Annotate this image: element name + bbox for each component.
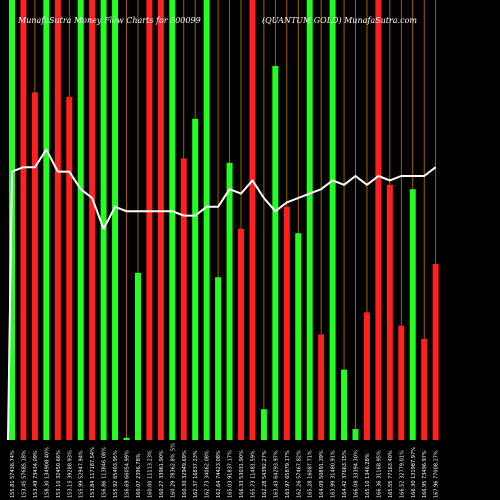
x-tick-labels: 155.81 57436.74% 153.45 57685.18% 153.49 7… bbox=[10, 443, 440, 498]
x-tick-label: 162.73 34062.08% bbox=[205, 450, 211, 498]
x-tick-label: 164.42 37663.15% bbox=[342, 450, 348, 498]
x-tick-label: 153.49 73434.09% bbox=[33, 450, 39, 498]
bar-up bbox=[352, 429, 359, 440]
x-tick-label: 165.73 11481.59% bbox=[250, 450, 256, 498]
x-tick-label: 164.09 50891.39% bbox=[319, 450, 325, 498]
bar-up bbox=[341, 369, 348, 440]
bar-up bbox=[203, 0, 210, 440]
x-tick-label: 165.10 1346.28% bbox=[365, 453, 371, 498]
x-tick-label: 166.30 131987.97% bbox=[411, 447, 417, 498]
x-tick-label: 163.97 65879.17% bbox=[285, 450, 291, 498]
x-tick-label: 166.52 32779.01% bbox=[399, 450, 405, 498]
bar-up bbox=[192, 118, 199, 441]
x-tick-label: 160.27 33961.90% bbox=[159, 450, 165, 498]
x-tick-label: 153.84 117187.54% bbox=[90, 447, 96, 498]
bar-down bbox=[318, 334, 325, 440]
bar-down bbox=[375, 0, 382, 440]
x-tick-label: 160.07 2396.78% bbox=[136, 453, 142, 498]
chart-subtitle: (QUANTUM GOLD) MunafaSutra.com bbox=[262, 16, 417, 25]
bar-up bbox=[134, 272, 141, 440]
chart-title: MunafaSutra Money Flow Charts for 500099 bbox=[17, 16, 201, 25]
bar-down bbox=[31, 92, 38, 441]
x-tick-label: 162.64 74423.08% bbox=[216, 450, 222, 498]
bar-down bbox=[421, 338, 428, 440]
x-tick-label: 165.55 77163.40% bbox=[388, 450, 394, 498]
bar-up bbox=[169, 0, 176, 440]
bar-down bbox=[89, 0, 96, 440]
bar-down bbox=[146, 0, 153, 440]
bar-down bbox=[363, 312, 370, 440]
x-tick-label: 155.81 57436.74% bbox=[10, 450, 16, 498]
bar-up bbox=[123, 437, 130, 440]
x-tick-label: 153.45 57685.18% bbox=[21, 450, 27, 498]
bar-down bbox=[249, 0, 256, 440]
x-tick-label: 166.33 53031.90% bbox=[239, 450, 245, 498]
bar-up bbox=[226, 162, 233, 441]
bar-up bbox=[112, 0, 119, 440]
x-tick-label: 160.29 78362.8% bbox=[170, 453, 176, 498]
x-tick-label: 167.96 77008.27% bbox=[434, 450, 440, 498]
bar-down bbox=[157, 0, 164, 440]
bar-down bbox=[20, 0, 27, 440]
x-tick-label: 160.00 11113.23% bbox=[147, 450, 153, 498]
x-tick-label: 155.92 65403.95% bbox=[113, 450, 119, 498]
bar-up bbox=[272, 66, 279, 440]
bar-up bbox=[409, 189, 416, 440]
bar-up bbox=[215, 277, 222, 440]
x-tick-label: 156.86 113846.08% bbox=[102, 447, 108, 498]
x-tick-label: 163.99 31480.91% bbox=[331, 450, 337, 498]
bar-down bbox=[180, 158, 187, 440]
x-tick-label: 160.30 32949.69% bbox=[182, 450, 188, 498]
bar-up bbox=[260, 409, 267, 440]
bar-up bbox=[329, 0, 336, 440]
x-tick-label: 162.26 57467.82% bbox=[296, 450, 302, 498]
bar-down bbox=[398, 325, 405, 440]
trend-line-layer bbox=[7, 148, 437, 441]
bar-down bbox=[432, 264, 439, 440]
x-tick-label: 166.95 73496.97% bbox=[422, 450, 428, 498]
bar-down bbox=[54, 0, 61, 440]
x-tick-label: 165.28 16087.71% bbox=[308, 450, 314, 498]
bar-down bbox=[66, 96, 73, 441]
bar-up bbox=[306, 0, 313, 440]
x-tick-label: 166.36 31168.95% bbox=[376, 450, 382, 498]
bar-up bbox=[77, 0, 84, 440]
bar-down bbox=[283, 206, 290, 440]
x-tick-label: 158.30 134908.40% bbox=[44, 447, 50, 498]
x-tick-label: 153.15 39288.93% bbox=[67, 450, 73, 498]
x-tick-label: 162.37 16837.23% bbox=[193, 450, 199, 498]
x-tick-label: 162.28 54392.27% bbox=[262, 450, 268, 498]
bar-down bbox=[238, 228, 244, 440]
bar-up bbox=[295, 233, 302, 440]
x-tick-label: 165.03 91837.17% bbox=[228, 450, 234, 498]
axis-note-label: 5% bbox=[170, 443, 176, 451]
bar-down bbox=[386, 184, 393, 440]
x-tick-label: 166.08 33394.30% bbox=[354, 450, 360, 498]
x-tick-label: 153.10 32450.66% bbox=[56, 450, 62, 498]
x-tick-label: 156.69 66054.99% bbox=[125, 450, 131, 498]
bar-up bbox=[100, 0, 107, 440]
x-tick-label: 155.99 52947.94% bbox=[79, 450, 85, 498]
x-tick-label: 163.43 64293.97% bbox=[273, 450, 279, 498]
trend-line bbox=[7, 148, 437, 441]
bar-up bbox=[43, 0, 50, 440]
